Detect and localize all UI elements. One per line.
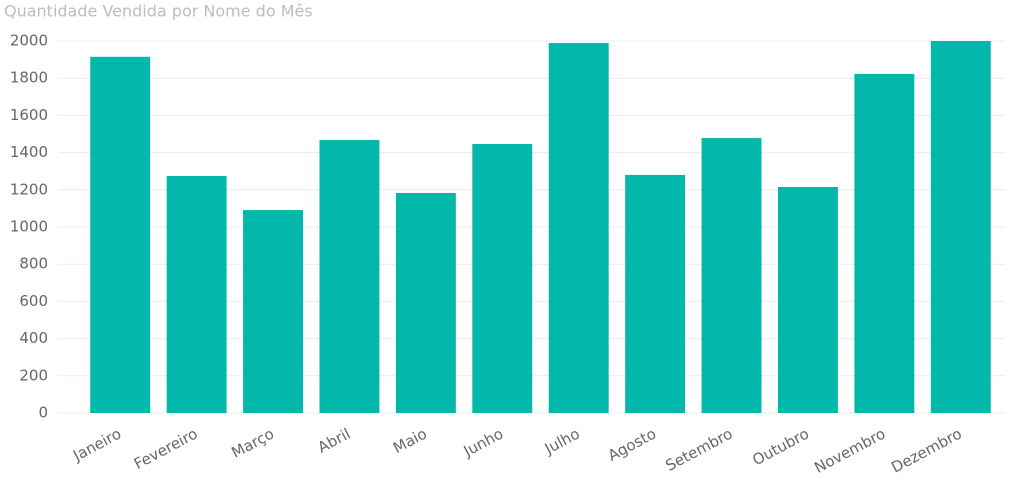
- bar: [319, 139, 380, 413]
- y-tick-label: 200: [19, 366, 48, 384]
- y-tick-label: 0: [38, 404, 48, 422]
- bar: [625, 174, 686, 413]
- x-tick-label: Agosto: [605, 425, 659, 465]
- x-tick-label: Fevereiro: [131, 425, 201, 473]
- y-tick-label: 1800: [10, 69, 48, 87]
- bar: [854, 73, 915, 413]
- bar: [778, 187, 838, 413]
- x-tick-label: Outubro: [749, 425, 812, 470]
- x-tick-label: Maio: [390, 425, 430, 458]
- y-tick-label: 1600: [10, 106, 48, 124]
- bar: [701, 138, 762, 414]
- y-tick-label: 1200: [10, 180, 48, 198]
- x-tick-label: Janeiro: [69, 425, 124, 466]
- y-tick-label: 800: [19, 255, 48, 273]
- bar: [930, 41, 991, 413]
- bar: [472, 144, 533, 413]
- x-tick-label: Setembro: [663, 425, 736, 475]
- y-tick-label: 2000: [10, 32, 48, 50]
- x-tick-label: Abril: [315, 425, 354, 457]
- bar: [395, 192, 456, 413]
- bar: [166, 176, 227, 413]
- y-tick-label: 1000: [10, 218, 48, 236]
- y-tick-label: 400: [19, 329, 48, 347]
- x-tick-label: Março: [228, 425, 277, 462]
- chart-title: Quantidade Vendida por Nome do Mês: [4, 2, 313, 21]
- x-tick-label: Dezembro: [888, 425, 964, 477]
- bar: [548, 43, 609, 414]
- y-tick-label: 1400: [10, 143, 48, 161]
- y-tick-label: 600: [19, 292, 48, 310]
- x-tick-label: Novembro: [811, 425, 888, 477]
- x-tick-label: Junho: [460, 425, 507, 461]
- x-tick-label: Julho: [541, 425, 583, 459]
- bar: [243, 210, 303, 413]
- bar: [90, 56, 151, 414]
